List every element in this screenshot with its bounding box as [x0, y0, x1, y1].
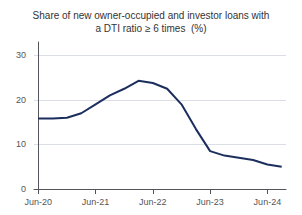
svg-text:30: 30 [16, 50, 26, 60]
svg-text:Jun-21: Jun-21 [82, 197, 110, 207]
svg-text:20: 20 [16, 95, 26, 105]
svg-text:10: 10 [16, 139, 26, 149]
svg-text:Jun-20: Jun-20 [25, 197, 53, 207]
svg-text:a DTI ratio ≥ 6 times (%): a DTI ratio ≥ 6 times (%) [95, 23, 206, 34]
svg-text:Jun-24: Jun-24 [254, 197, 282, 207]
svg-text:Share of new owner-occupied an: Share of new owner-occupied and investor… [33, 10, 270, 21]
svg-text:0: 0 [21, 184, 26, 194]
svg-text:Jun-23: Jun-23 [196, 197, 224, 207]
svg-text:Jun-22: Jun-22 [139, 197, 167, 207]
